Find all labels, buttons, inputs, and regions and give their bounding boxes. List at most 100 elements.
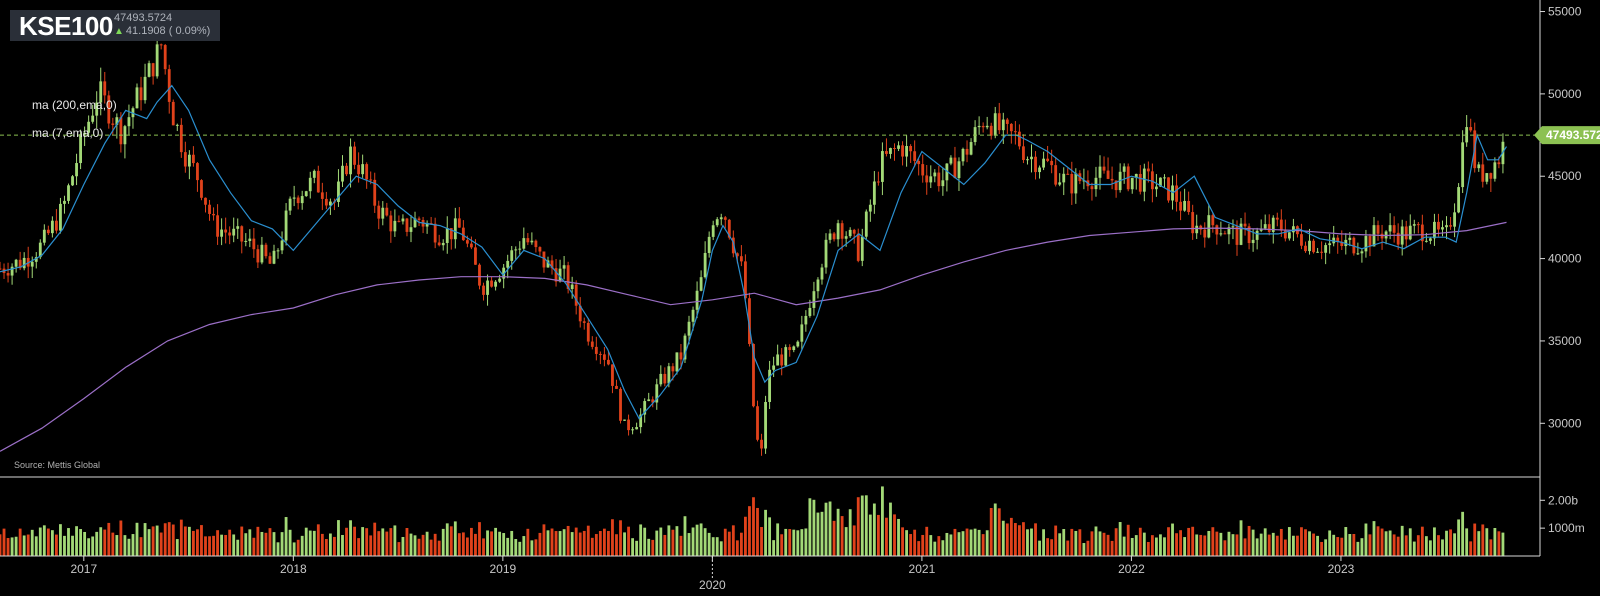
- volume-bar: [26, 534, 30, 556]
- volume-tick-label: 2.00b: [1548, 493, 1578, 507]
- candle-body: [183, 152, 187, 167]
- candle-body: [1094, 177, 1098, 190]
- candle-body: [897, 145, 900, 149]
- candle-body: [969, 142, 973, 155]
- volume-bar: [1489, 539, 1493, 556]
- volume-bar: [1086, 540, 1090, 556]
- volume-bar: [760, 527, 763, 556]
- volume-bar: [1239, 520, 1243, 556]
- candle-body: [1046, 158, 1050, 161]
- volume-bar: [1090, 531, 1094, 556]
- x-tick-label: 2022: [1118, 562, 1145, 576]
- candle-body: [99, 81, 103, 103]
- candle-body: [490, 280, 493, 287]
- candle-body: [1263, 224, 1267, 229]
- volume-bar: [808, 498, 812, 556]
- candle-body: [1497, 162, 1501, 165]
- ticker-change: ▲ 41.1908 ( 0.09%): [114, 25, 210, 37]
- candle-body: [103, 81, 107, 96]
- candle-body: [397, 220, 401, 222]
- candle-body: [590, 341, 594, 347]
- candle-body: [337, 181, 340, 202]
- candle-body: [280, 240, 284, 251]
- candle-body: [1489, 173, 1493, 179]
- volume-bar: [659, 527, 663, 556]
- candle-body: [111, 123, 115, 125]
- candle-body: [731, 237, 735, 254]
- candle-body: [1255, 230, 1259, 240]
- candle-body: [929, 176, 933, 183]
- volume-bar: [441, 528, 445, 556]
- legend-ma-7[interactable]: ma (7,ema,0): [32, 126, 104, 140]
- candle-body: [691, 309, 695, 322]
- volume-bar: [909, 534, 913, 556]
- volume-bar: [200, 525, 203, 556]
- volume-bar: [171, 524, 175, 556]
- candle-body: [401, 218, 405, 222]
- candle-body: [574, 284, 578, 306]
- volume-bar: [228, 529, 232, 556]
- volume-bar: [1485, 528, 1489, 556]
- candle-body: [1324, 245, 1328, 253]
- candle-body: [643, 401, 647, 415]
- volume-bar: [99, 527, 103, 556]
- volume-bar: [240, 526, 244, 556]
- candle-body: [1146, 168, 1150, 172]
- candle-body: [844, 236, 848, 239]
- candle-body: [42, 229, 46, 243]
- candle-body: [1376, 225, 1380, 234]
- last-price-tag: [1534, 126, 1600, 145]
- volume-bar: [490, 531, 493, 556]
- candle-body: [558, 268, 562, 282]
- candle-body: [832, 233, 836, 240]
- volume-bar: [1179, 530, 1182, 556]
- volume-bar: [715, 537, 719, 556]
- candle-body: [639, 414, 643, 428]
- candle-body: [780, 354, 784, 366]
- candle-body: [393, 220, 397, 232]
- volume-bar: [131, 534, 135, 556]
- volume-bar: [14, 536, 18, 556]
- legend-ma-200[interactable]: ma (200,ema,0): [32, 98, 117, 112]
- volume-bar: [143, 523, 147, 556]
- volume-bar: [50, 530, 54, 556]
- candle-body: [1360, 251, 1364, 254]
- volume-bar: [38, 527, 42, 556]
- volume-bar: [75, 526, 78, 556]
- volume-bar: [651, 539, 655, 556]
- candle-body: [264, 244, 268, 257]
- candle-body: [679, 352, 683, 360]
- ticker-symbol: KSE100: [19, 11, 113, 41]
- candle-body: [1449, 225, 1452, 227]
- candle-body: [1163, 177, 1166, 179]
- volume-bar: [647, 538, 651, 556]
- candle-body: [905, 146, 909, 157]
- volume-bar: [639, 524, 643, 556]
- candle-body: [941, 180, 945, 187]
- volume-bar: [804, 528, 808, 556]
- candle-body: [1388, 225, 1392, 232]
- candle-body: [478, 264, 481, 286]
- volume-bar: [397, 542, 401, 556]
- source-label: Source: Mettis Global: [14, 460, 101, 470]
- candle-body: [550, 260, 554, 269]
- volume-bar: [695, 524, 699, 556]
- volume-bar: [1324, 539, 1328, 556]
- volume-bar: [119, 520, 123, 556]
- volume-bar: [139, 537, 143, 556]
- volume-bar: [1364, 523, 1368, 556]
- candle-body: [711, 225, 715, 237]
- candle-body: [365, 164, 369, 180]
- volume-bar: [530, 540, 534, 556]
- candle-body: [957, 161, 961, 179]
- candle-body: [453, 218, 457, 240]
- candle-body: [1022, 146, 1025, 160]
- volume-bar: [1400, 525, 1404, 556]
- candle-body: [10, 266, 14, 276]
- price-tick-label: 50000: [1548, 87, 1582, 101]
- volume-bar: [1046, 538, 1050, 556]
- candle-body: [1231, 226, 1235, 228]
- volume-bar: [764, 509, 767, 556]
- candle-body: [804, 315, 808, 325]
